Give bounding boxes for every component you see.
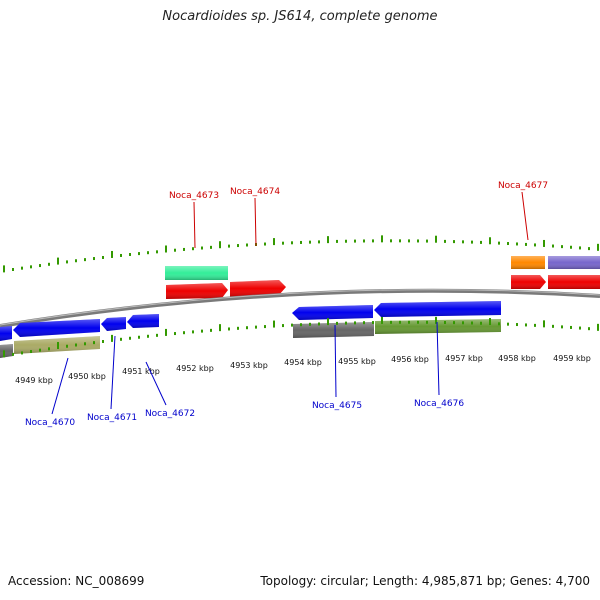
scale-tick-track bbox=[3, 316, 599, 358]
reverse-features bbox=[0, 301, 501, 358]
gene-label-noca-4673[interactable]: Noca_4673 bbox=[169, 191, 219, 201]
scale-label: 4955 kbp bbox=[338, 357, 376, 366]
scale-label: 4950 kbp bbox=[68, 372, 106, 381]
outer-tick-track bbox=[3, 235, 599, 273]
accession-label: Accession: NC_008699 bbox=[8, 574, 145, 588]
gene-label-noca-4677[interactable]: Noca_4677 bbox=[498, 181, 548, 191]
scale-label: 4959 kbp bbox=[553, 354, 591, 363]
reverse-gene-labels: Noca_4670 Noca_4671 Noca_4672 Noca_4675 … bbox=[25, 399, 464, 428]
page-title: Nocardioides sp. JS614, complete genome bbox=[162, 9, 438, 24]
scale-label: 4956 kbp bbox=[391, 355, 429, 364]
forward-label-leaders bbox=[193, 191, 529, 249]
scale-label: 4952 kbp bbox=[176, 364, 214, 373]
scale-label: 4954 kbp bbox=[284, 358, 322, 367]
genome-backbone bbox=[0, 288, 600, 328]
scale-label: 4953 kbp bbox=[230, 361, 268, 370]
forward-gene-labels: Noca_4673 Noca_4674 Noca_4677 bbox=[169, 181, 548, 201]
scale-label: 4949 kbp bbox=[15, 376, 53, 385]
gene-label-noca-4672[interactable]: Noca_4672 bbox=[145, 409, 195, 419]
gene-label-noca-4670[interactable]: Noca_4670 bbox=[25, 418, 75, 428]
gene-label-noca-4674[interactable]: Noca_4674 bbox=[230, 187, 280, 197]
gene-label-noca-4675[interactable]: Noca_4675 bbox=[312, 401, 362, 411]
forward-features bbox=[165, 256, 600, 299]
gene-label-noca-4671[interactable]: Noca_4671 bbox=[87, 413, 137, 423]
scale-labels: 4949 kbp 4950 kbp 4951 kbp 4952 kbp 4953… bbox=[15, 354, 591, 385]
scale-label: 4951 kbp bbox=[122, 367, 160, 376]
scale-label: 4958 kbp bbox=[498, 354, 536, 363]
gene-label-noca-4676[interactable]: Noca_4676 bbox=[414, 399, 464, 409]
reverse-label-leaders bbox=[51, 321, 440, 415]
topology-summary: Topology: circular; Length: 4,985,871 bp… bbox=[260, 574, 590, 588]
scale-label: 4957 kbp bbox=[445, 354, 483, 363]
